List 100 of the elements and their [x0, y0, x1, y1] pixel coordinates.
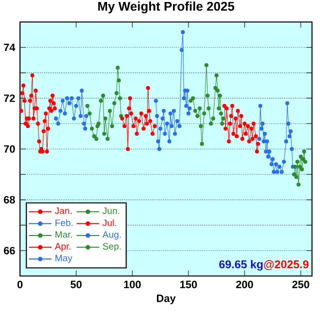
point [242, 122, 247, 126]
point [200, 142, 204, 146]
point [158, 126, 162, 131]
point [298, 154, 303, 159]
point [258, 104, 262, 108]
legend-label: Feb. [56, 219, 73, 226]
point [88, 111, 92, 116]
legend-label: Jan. [54, 208, 72, 214]
point [157, 147, 162, 151]
point [288, 134, 292, 138]
point [206, 94, 210, 98]
point [52, 101, 56, 106]
point [162, 132, 167, 136]
point [60, 98, 65, 103]
point [218, 94, 222, 98]
legend-label: Jun. [102, 208, 120, 214]
point [80, 88, 84, 93]
point [298, 164, 302, 169]
point [224, 126, 228, 131]
point [254, 134, 258, 138]
point [303, 160, 308, 164]
point [198, 106, 202, 110]
point [250, 136, 254, 141]
point [92, 134, 96, 138]
point [76, 96, 80, 100]
point [48, 98, 52, 103]
point [254, 150, 259, 154]
point [221, 116, 226, 121]
point [108, 108, 112, 113]
point [301, 157, 306, 162]
point [98, 98, 103, 103]
point [180, 30, 185, 34]
point [175, 119, 180, 124]
point [274, 162, 278, 166]
point [198, 124, 203, 128]
point [106, 136, 110, 141]
point [50, 94, 55, 98]
annotation: @2025.9 [264, 260, 309, 270]
point [294, 174, 298, 179]
point [58, 108, 62, 113]
point [137, 119, 142, 124]
x-tick-label: 0 [17, 280, 23, 288]
point [229, 114, 234, 118]
point [288, 129, 293, 134]
point [238, 124, 242, 128]
annotation: 69.65 kg [219, 260, 263, 271]
point [128, 96, 132, 100]
point [167, 139, 172, 144]
point [234, 134, 239, 138]
point [102, 132, 106, 136]
point [122, 124, 126, 128]
point [82, 122, 86, 126]
x-tick-label: 200 [236, 280, 254, 288]
point [300, 167, 304, 172]
point [186, 111, 190, 116]
point [256, 142, 260, 146]
point [277, 164, 282, 169]
point [193, 108, 198, 113]
x-tick-label: 150 [180, 280, 197, 288]
legend-label: Mar. [56, 231, 72, 238]
point [30, 73, 34, 78]
point [188, 106, 192, 110]
point [19, 108, 24, 113]
y-tick-label: 74 [4, 44, 16, 52]
point [244, 132, 248, 136]
point [94, 136, 98, 141]
point [147, 108, 152, 113]
point [110, 124, 114, 128]
point [228, 122, 232, 126]
point [231, 132, 236, 136]
point [240, 136, 244, 141]
point [24, 122, 28, 126]
point [172, 108, 176, 113]
point [44, 150, 49, 154]
point [177, 124, 182, 128]
point [282, 160, 286, 164]
point [120, 116, 124, 121]
point [146, 86, 150, 90]
point [150, 132, 155, 136]
point [208, 122, 213, 126]
point [42, 119, 47, 124]
point [247, 139, 252, 144]
point [293, 164, 298, 169]
point [259, 126, 264, 131]
point [49, 108, 54, 113]
point [214, 73, 219, 78]
point [46, 126, 50, 131]
x-tick-label: 50 [70, 280, 82, 288]
chart-title: My Weight Profile 2025 [98, 2, 234, 14]
point [124, 114, 129, 118]
legend-label: Aug. [102, 231, 121, 240]
point [148, 119, 152, 124]
x-tick-label: 250 [292, 280, 310, 288]
point [70, 96, 74, 100]
point [249, 126, 254, 131]
point [22, 98, 26, 103]
point [155, 114, 160, 118]
point [234, 116, 238, 121]
point [270, 162, 274, 166]
point [284, 139, 288, 144]
